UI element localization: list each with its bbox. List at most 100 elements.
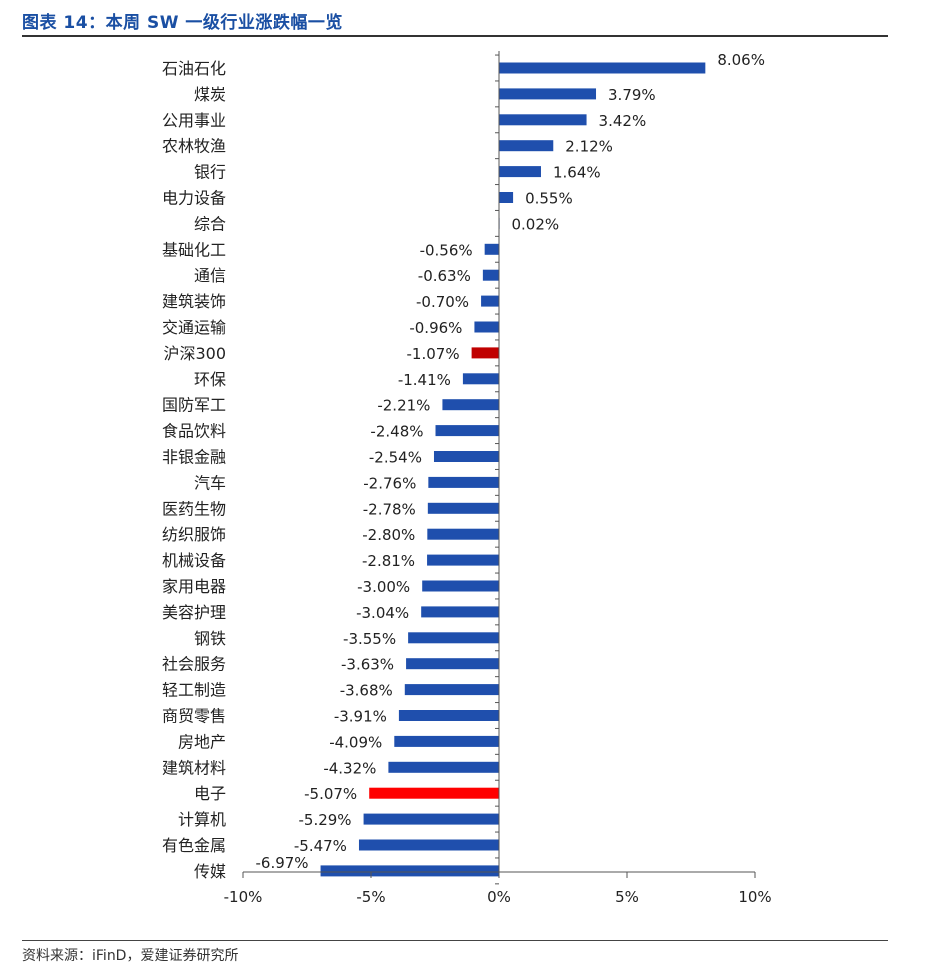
category-label: 计算机 (178, 810, 226, 829)
bar (482, 269, 499, 281)
category-label: 有色金属 (162, 836, 226, 855)
data-label: -0.70% (416, 293, 469, 311)
category-label: 传媒 (194, 862, 226, 881)
bar (435, 425, 499, 437)
data-label: -2.21% (377, 397, 430, 415)
category-label: 食品饮料 (162, 422, 226, 441)
title-divider (22, 35, 888, 37)
bar (499, 114, 587, 126)
bar (442, 399, 499, 411)
bar (427, 554, 499, 566)
category-label: 石油石化 (162, 59, 226, 78)
bar (427, 502, 499, 514)
bar (398, 710, 499, 721)
category-label: 房地产 (178, 732, 226, 751)
category-label: 农林牧渔 (162, 137, 226, 156)
chart-figure-title: 图表 14：本周 SW 一级行业涨跌幅一览 (22, 13, 343, 33)
bar (421, 606, 499, 618)
data-label: -2.76% (363, 474, 416, 492)
value-axis-tick-label: 10% (738, 888, 771, 906)
data-label: -1.07% (407, 345, 460, 363)
bar (484, 243, 499, 255)
data-label: -5.07% (304, 785, 357, 803)
category-label: 沪深300 (163, 344, 226, 363)
bar (358, 839, 499, 851)
data-label: -2.54% (369, 449, 422, 467)
category-label: 美容护理 (162, 603, 226, 622)
category-label: 钢铁 (194, 629, 226, 648)
source-note: 资料来源：iFinD，爱建证券研究所 (22, 948, 239, 964)
bar (433, 451, 499, 462)
category-label: 商贸零售 (162, 707, 226, 726)
data-label: 8.06% (717, 51, 765, 69)
category-label: 环保 (194, 370, 226, 389)
data-label: 2.12% (565, 138, 613, 156)
data-label: -2.78% (363, 500, 416, 518)
bar (369, 787, 499, 799)
data-label: -3.55% (343, 630, 396, 648)
category-label: 建筑装饰 (162, 292, 226, 311)
bar (428, 476, 499, 488)
bar (499, 140, 554, 152)
bar (462, 373, 499, 385)
category-label: 医药生物 (162, 499, 226, 518)
data-label: 3.42% (599, 112, 647, 130)
data-label: -3.00% (357, 578, 410, 596)
data-label: -2.81% (362, 552, 415, 570)
category-label: 煤炭 (194, 85, 226, 104)
bar (422, 580, 499, 592)
data-label: -3.91% (334, 708, 387, 726)
data-label: -1.41% (398, 371, 451, 389)
bar (481, 295, 499, 307)
data-label: -2.80% (362, 526, 415, 544)
value-axis-tick-label: -5% (356, 888, 385, 906)
category-label: 非银金融 (162, 448, 226, 467)
bar (394, 735, 499, 747)
bar (320, 865, 499, 877)
bar (388, 761, 499, 773)
bar (499, 62, 706, 74)
data-label: 0.02% (512, 215, 560, 233)
category-label: 建筑材料 (162, 758, 226, 777)
category-label: 电子 (194, 784, 226, 803)
bar (499, 192, 514, 203)
data-label: -5.47% (294, 837, 347, 855)
bar (404, 684, 499, 696)
data-label: 1.64% (553, 164, 601, 182)
data-label: -4.32% (323, 759, 376, 777)
data-label: -3.63% (341, 656, 394, 674)
category-label: 银行 (194, 163, 226, 182)
category-label: 通信 (194, 266, 226, 285)
data-label: -6.97% (255, 854, 308, 872)
bar-chart: -10% -5% 0% 5% 10% 石油石化 8.06% 煤炭 3.79% 公用事业 3.42% 农… (162, 51, 772, 906)
value-axis-tick-label: 5% (615, 888, 639, 906)
category-label: 综合 (194, 214, 226, 233)
value-axis-tick-label: -10% (224, 888, 263, 906)
bar (471, 347, 499, 359)
data-label: -0.63% (418, 267, 471, 285)
bar (363, 813, 499, 825)
bar (474, 321, 499, 333)
bar (406, 658, 499, 670)
data-label: 3.79% (608, 86, 656, 104)
data-label: -0.56% (420, 241, 473, 259)
bar (499, 88, 597, 100)
category-label: 交通运输 (162, 318, 226, 337)
footer-divider (22, 940, 888, 941)
category-label: 家用电器 (162, 577, 226, 596)
bars-layer (320, 62, 706, 877)
data-label: -4.09% (329, 733, 382, 751)
data-label: -2.48% (370, 423, 423, 441)
bar (408, 632, 499, 644)
category-label: 社会服务 (162, 655, 226, 674)
data-label: -0.96% (409, 319, 462, 337)
data-label: 0.55% (525, 190, 573, 208)
bar (427, 528, 499, 540)
data-label: -3.04% (356, 604, 409, 622)
category-label: 公用事业 (162, 111, 226, 130)
category-label: 纺织服饰 (162, 525, 226, 544)
axis-layer: -10% -5% 0% 5% 10% 石油石化 8.06% 煤炭 3.79% 公用事业 3.42% 农… (162, 51, 772, 906)
category-label: 电力设备 (162, 189, 226, 208)
data-label: -5.29% (298, 811, 351, 829)
category-label: 汽车 (194, 473, 226, 492)
